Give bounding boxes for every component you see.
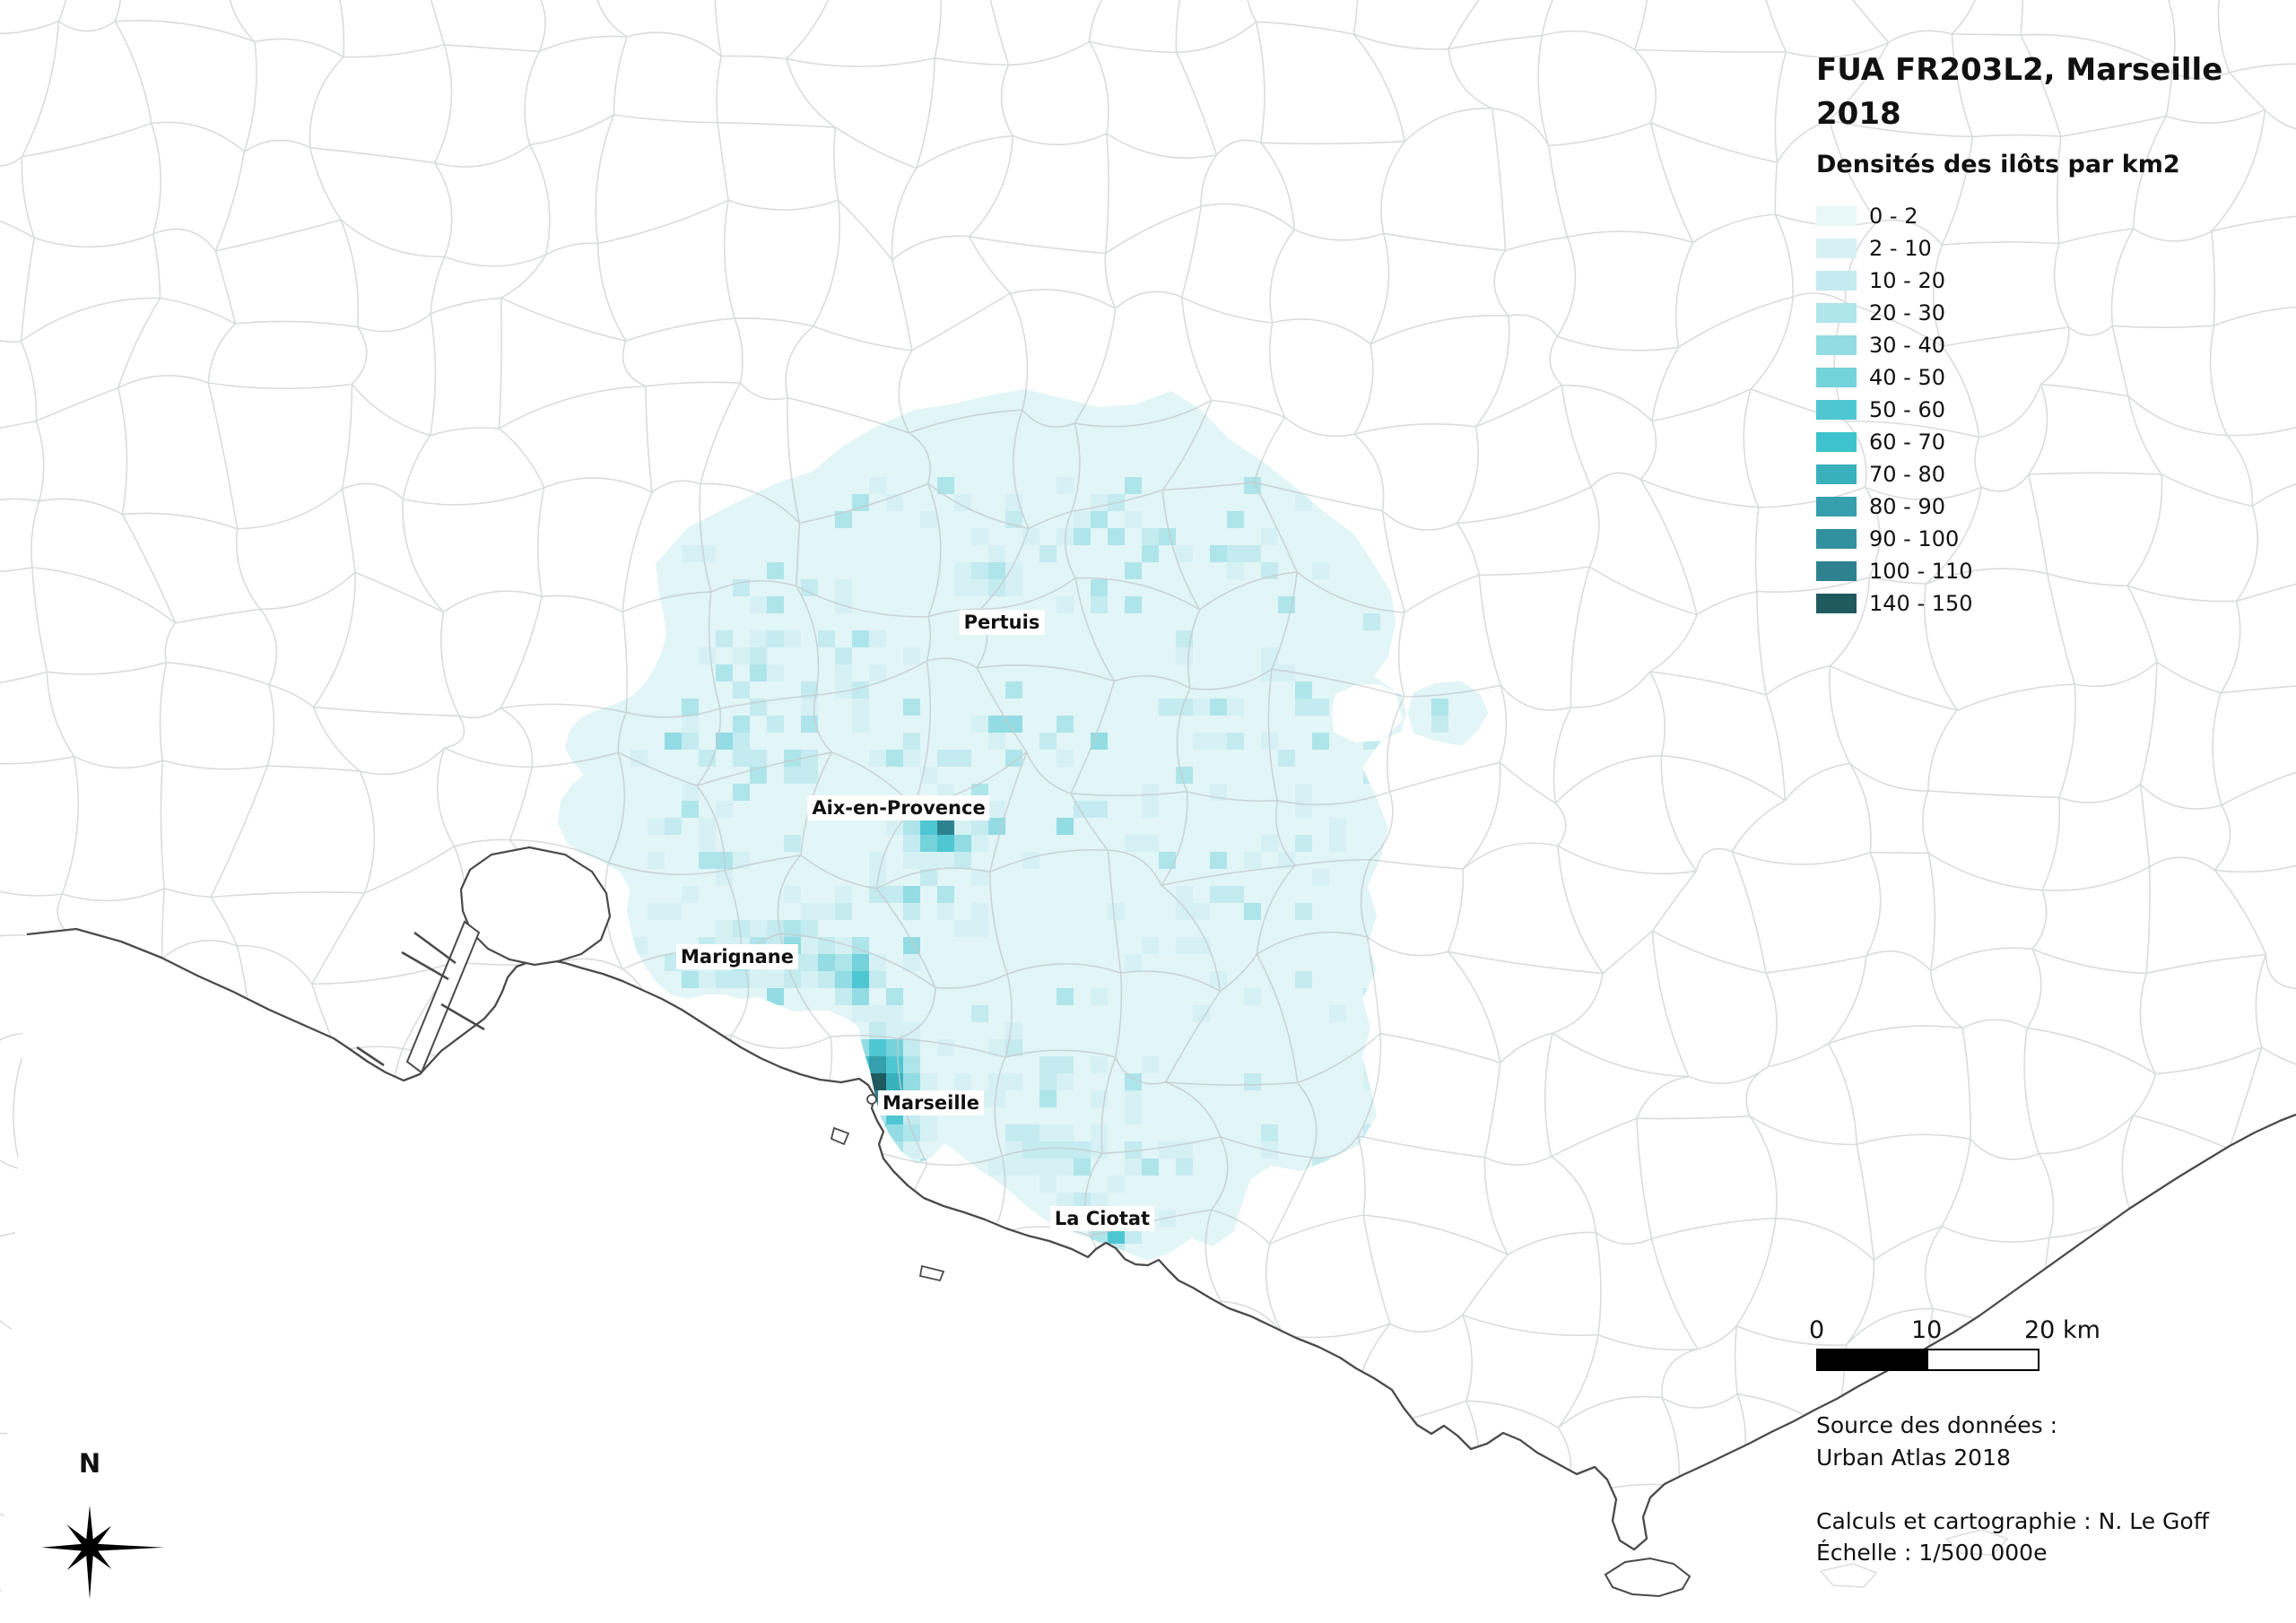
source-credits: Source des données : Urban Atlas 2018 Cal… [1816, 1410, 2283, 1569]
legend-row-10: 90 - 100 [1816, 523, 2283, 555]
legend-label-2: 10 - 20 [1869, 268, 1945, 293]
legend-label-9: 80 - 90 [1869, 494, 1945, 519]
city-label-aix-en-provence: Aix-en-Provence [807, 795, 990, 820]
scale-bar-labels: 0 10 20 km [1809, 1316, 2193, 1349]
legend-swatch-4 [1816, 335, 1857, 355]
scale-tick-0: 0 [1809, 1316, 1825, 1344]
map-title: FUA FR203L2, Marseille 2018 [1816, 52, 2223, 133]
legend-swatch-0 [1816, 206, 1857, 226]
title-block: FUA FR203L2, Marseille 2018 [1816, 48, 2283, 137]
legend-swatch-2 [1816, 271, 1857, 291]
legend-row-8: 70 - 80 [1816, 458, 2283, 490]
legend-swatch-12 [1816, 594, 1857, 613]
legend-label-8: 70 - 80 [1869, 462, 1945, 487]
compass-rose: N [9, 1448, 170, 1620]
legend-swatch-7 [1816, 432, 1857, 452]
legend-row-7: 60 - 70 [1816, 426, 2283, 458]
compass-star-icon [41, 1505, 164, 1600]
legend-swatch-9 [1816, 497, 1857, 516]
source-line-4: Échelle : 1/500 000e [1816, 1540, 2048, 1566]
legend-label-10: 90 - 100 [1869, 526, 1960, 551]
scale-bar-rule [1816, 1349, 2039, 1371]
legend-label-4: 30 - 40 [1869, 333, 1945, 358]
legend-label-6: 50 - 60 [1869, 397, 1945, 422]
legend-swatch-10 [1816, 529, 1857, 549]
scale-tick-10: 10 [1911, 1316, 1943, 1344]
source-line-0: Source des données : [1816, 1412, 2058, 1438]
legend-row-9: 80 - 90 [1816, 490, 2283, 523]
scale-bar: 0 10 20 km [1809, 1316, 2193, 1371]
scale-tick-20: 20 km [2024, 1316, 2100, 1344]
city-label-marseille: Marseille [877, 1090, 985, 1115]
legend-swatch-3 [1816, 303, 1857, 323]
legend-swatch-5 [1816, 368, 1857, 387]
city-label-la-ciotat: La Ciotat [1049, 1206, 1155, 1231]
legend-swatch-8 [1816, 464, 1857, 484]
legend-row-6: 50 - 60 [1816, 394, 2283, 426]
legend-rows: 0 - 2 2 - 10 10 - 20 20 - 30 30 - 40 40 - 50 5… [1816, 200, 2283, 620]
source-line-1: Urban Atlas 2018 [1816, 1444, 2011, 1471]
legend-swatch-6 [1816, 400, 1857, 420]
city-label-marignane: Marignane [676, 944, 798, 969]
legend-label-12: 140 - 150 [1869, 591, 1973, 616]
source-line-3: Calculs et cartographie : N. Le Goff [1816, 1507, 2209, 1534]
legend-row-3: 20 - 30 [1816, 297, 2283, 329]
source-line-2 [1816, 1473, 2283, 1506]
legend-swatch-1 [1816, 239, 1857, 258]
legend-label-1: 2 - 10 [1869, 236, 1932, 261]
legend-label-5: 40 - 50 [1869, 365, 1945, 390]
city-label-pertuis: Pertuis [959, 610, 1045, 635]
legend-label-11: 100 - 110 [1869, 559, 1973, 584]
legend-row-2: 10 - 20 [1816, 265, 2283, 297]
legend-label-7: 60 - 70 [1869, 430, 1945, 455]
legend-row-4: 30 - 40 [1816, 329, 2283, 361]
scale-bar-filled-half [1818, 1350, 1928, 1369]
legend-label-0: 0 - 2 [1869, 204, 1918, 229]
legend-row-1: 2 - 10 [1816, 232, 2283, 265]
compass-north-label: N [78, 1448, 101, 1479]
legend-row-12: 140 - 150 [1816, 587, 2283, 620]
legend-title: Densités des ilôts par km2 [1816, 151, 2180, 178]
legend-row-0: 0 - 2 [1816, 200, 2283, 232]
legend-row-11: 100 - 110 [1816, 555, 2283, 587]
legend-row-5: 40 - 50 [1816, 361, 2283, 394]
legend-swatch-11 [1816, 561, 1857, 581]
legend: Densités des ilôts par km2 0 - 2 2 - 10 10… [1816, 151, 2283, 620]
legend-label-3: 20 - 30 [1869, 300, 1945, 325]
